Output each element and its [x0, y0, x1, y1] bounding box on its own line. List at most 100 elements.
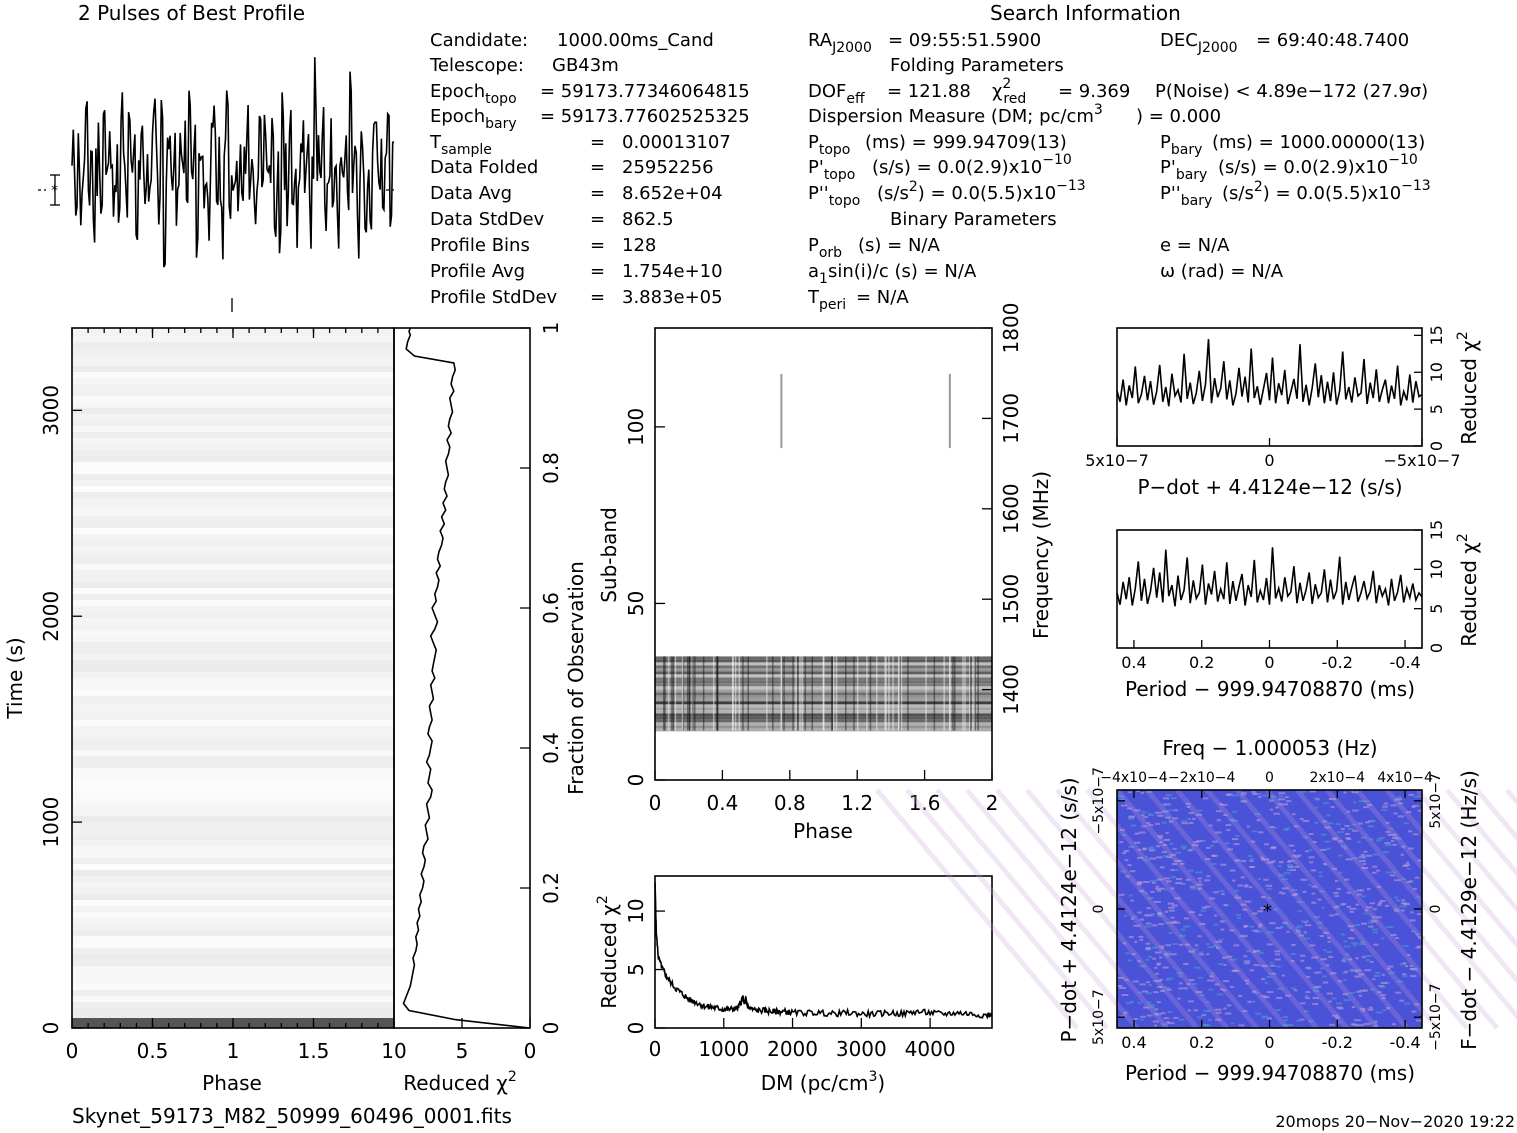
epoch-topo-value: = 59173.77346064815	[540, 81, 750, 102]
subband-column	[734, 656, 737, 731]
p-pdot-speckle	[1188, 811, 1194, 814]
subband-column	[742, 656, 744, 731]
p-pdot-speckle	[1345, 953, 1349, 956]
p-pdot-speckle	[1363, 800, 1370, 803]
p-pdot-speckle	[1343, 847, 1348, 850]
p-pdot-speckle	[1403, 1002, 1411, 1005]
p-pdot-speckle	[1285, 923, 1290, 926]
p-pdot-speckle	[1171, 909, 1175, 912]
time-phase-row	[72, 618, 394, 624]
p-pdot-speckle	[1363, 912, 1368, 915]
p-pdot-speckle	[1284, 796, 1289, 799]
subband-row	[655, 686, 992, 690]
p-pdot-speckle	[1226, 1004, 1232, 1007]
subband-column	[663, 656, 665, 731]
p-pdot-speckle	[1358, 973, 1365, 976]
time-phase-row	[72, 966, 394, 972]
p-pdot-speckle	[1337, 840, 1343, 843]
p-pdot-speckle	[1294, 989, 1298, 992]
data-folded-label: Data Folded	[430, 157, 538, 178]
chi2-fraction-ytick-label: 0.2	[539, 872, 563, 904]
p-pdot-speckle	[1344, 970, 1349, 973]
p-pdot-speckle	[1260, 907, 1266, 910]
subband-column	[844, 656, 847, 731]
time-phase-xlabel: Phase	[202, 1071, 262, 1095]
p-pdot-speckle	[1299, 954, 1306, 957]
time-phase-row	[72, 552, 394, 558]
time-phase-row	[72, 900, 394, 906]
dm-chi2-xtick-label: 0	[649, 1037, 662, 1061]
p-pdot-speckle	[1140, 791, 1145, 794]
p-pdot-speckle	[1196, 840, 1203, 843]
p-pdot-speckle	[1362, 956, 1366, 959]
p-pdot-speckle	[1148, 1004, 1156, 1007]
p-pdot-speckle	[1390, 827, 1394, 830]
p-pdot-speckle	[1311, 892, 1316, 895]
subband-column	[900, 656, 903, 731]
p-pdot-speckle	[1328, 956, 1334, 959]
p-pdot-speckle	[1336, 1006, 1343, 1009]
p-pdot-speckle	[1171, 797, 1177, 800]
p-pdot-speckle	[1158, 985, 1163, 988]
p-pdot-speckle	[1158, 837, 1163, 840]
p-pdot-speckle	[1198, 913, 1203, 916]
p-pdot-speckle	[1401, 899, 1406, 902]
p-pdot-speckle	[1141, 814, 1145, 817]
p-pdot-speckle	[1243, 960, 1251, 963]
dm-chi2-ylabel: Reduced χ2	[595, 895, 621, 1009]
p-pdot-speckle	[1290, 987, 1296, 990]
tsample-value: 0.00013107	[622, 132, 731, 153]
period-chi2-xlabel: Period − 999.94708870 (ms)	[1125, 677, 1415, 701]
p-pdot-speckle	[1233, 843, 1240, 846]
p-pdot-speckle	[1194, 966, 1201, 969]
p-pdot-speckle	[1296, 931, 1302, 934]
p-pdot-speckle	[1383, 802, 1389, 805]
subband-xtick-label: 1.6	[909, 791, 941, 815]
p-pdot-speckle	[1133, 924, 1141, 927]
p-pdot-speckle	[1223, 814, 1228, 817]
p-pdot-speckle	[1415, 1019, 1423, 1022]
p-pdot-xlabel: Period − 999.94708870 (ms)	[1125, 1061, 1415, 1085]
p-pdot-speckle	[1136, 883, 1142, 886]
p-pdot-speckle	[1272, 972, 1277, 975]
p-pdot-speckle	[1278, 795, 1284, 798]
p-pdot-speckle	[1313, 915, 1321, 918]
p-pdot-speckle	[1314, 985, 1322, 988]
p-pdot-diagonal	[1295, 788, 1499, 1030]
p-pdot-speckle	[1379, 899, 1386, 902]
p-pdot-speckle	[1277, 865, 1282, 868]
p-pdot-speckle	[1146, 790, 1153, 793]
p-pdot-speckle	[1292, 849, 1296, 852]
time-phase-xtick-label: 1.5	[298, 1039, 330, 1063]
time-phase-row	[72, 948, 394, 954]
p-pdot-speckle	[1193, 841, 1199, 844]
p-pdot-speckle	[1397, 815, 1405, 818]
p-pdot-top-tick-label: 4x10−4	[1377, 770, 1433, 786]
chi2-value: = 9.369	[1058, 81, 1130, 102]
p-pdot-speckle	[1201, 1014, 1207, 1017]
p-pdot-speckle	[1164, 921, 1171, 924]
data-stddev-value: 862.5	[622, 209, 674, 230]
p-pdot-speckle	[1338, 854, 1343, 857]
time-phase-xtick-label: 1	[227, 1039, 240, 1063]
p-pdot-speckle	[1236, 916, 1241, 919]
p-pdot-speckle	[1365, 854, 1373, 857]
p-pdot-speckle	[1214, 983, 1220, 986]
p-pdot-speckle	[1147, 897, 1154, 900]
telescope-value: GB43m	[552, 55, 619, 76]
p-pdot-speckle	[1128, 936, 1134, 939]
p-pdot-speckle	[1143, 1006, 1150, 1009]
p-pdot-top-tick-label: 2x10−4	[1309, 770, 1365, 786]
p-pdot-speckle	[1192, 817, 1196, 820]
subband-row	[655, 674, 992, 678]
time-phase-row	[72, 576, 394, 582]
p-pdot-speckle	[1399, 999, 1405, 1002]
p-pdot-speckle	[1205, 846, 1211, 849]
dm-chi2-xtick-label: 1000	[698, 1037, 749, 1061]
time-phase-row	[72, 348, 394, 354]
subband-column	[933, 656, 936, 731]
period-chi2-plot: 0.4 0.2 0 -0.2 -0.4 0 5 10 15 Period − 999.94708…	[1116, 520, 1481, 701]
p-pdot-speckle	[1340, 903, 1347, 906]
p-pdot-speckle	[1333, 906, 1339, 909]
p-pdot-speckle	[1157, 915, 1164, 918]
